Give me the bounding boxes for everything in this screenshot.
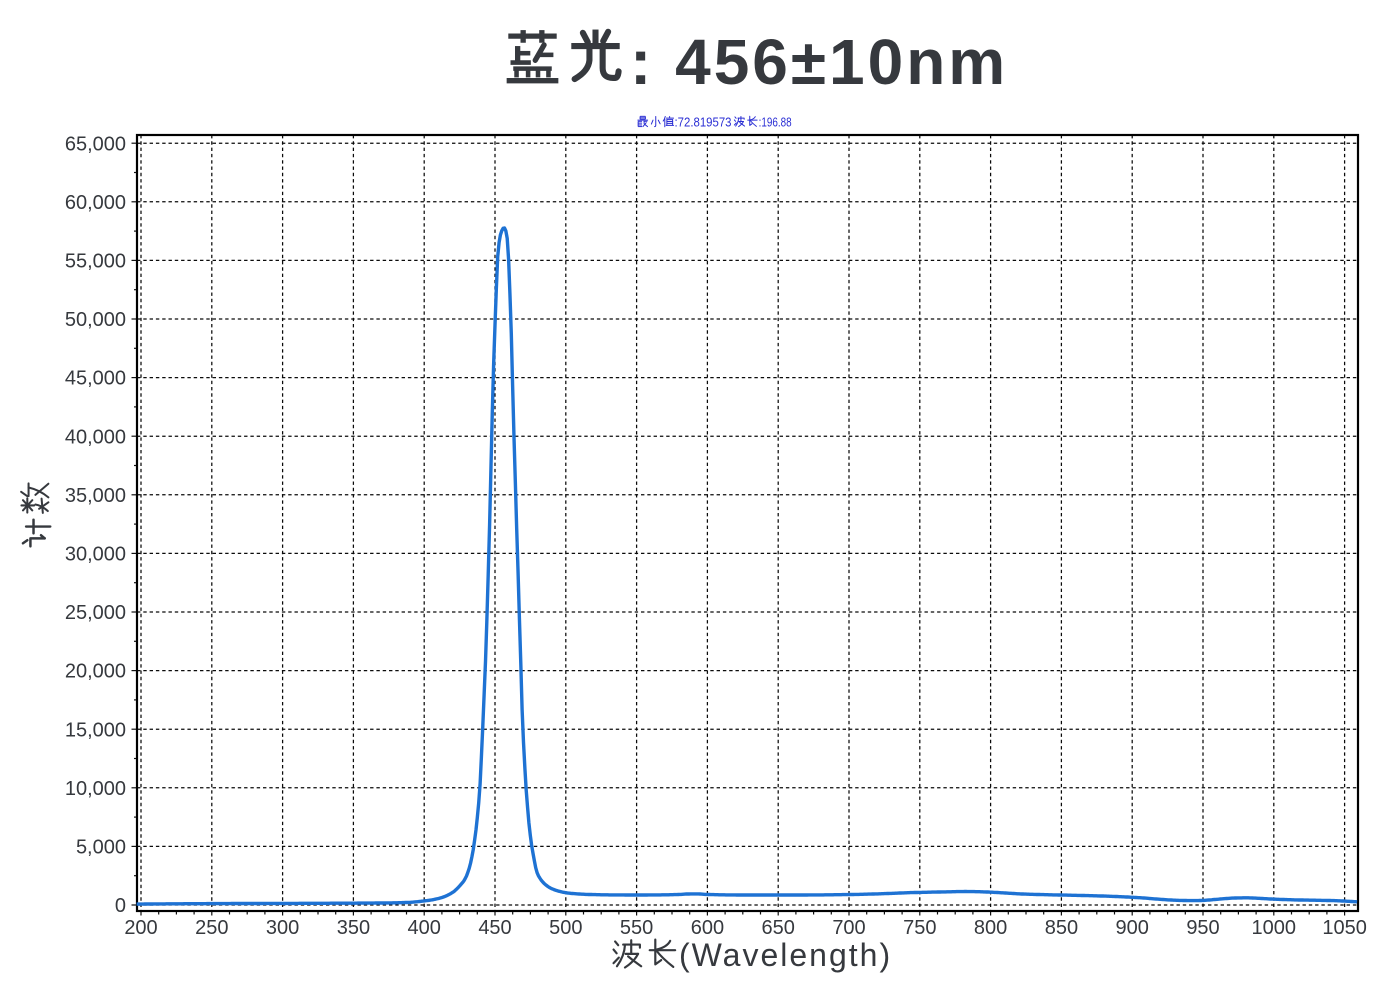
svg-text:850: 850: [1045, 917, 1078, 939]
svg-text:750: 750: [903, 917, 936, 939]
svg-text:(Wavelength): (Wavelength): [679, 937, 892, 973]
svg-text:900: 900: [1116, 917, 1149, 939]
svg-text:25,000: 25,000: [65, 602, 126, 624]
svg-text:200: 200: [124, 917, 157, 939]
svg-text:1050: 1050: [1322, 917, 1367, 939]
svg-text:350: 350: [337, 917, 370, 939]
svg-text:45,000: 45,000: [65, 368, 126, 390]
svg-text:60,000: 60,000: [65, 192, 126, 214]
svg-text:250: 250: [195, 917, 228, 939]
svg-text:950: 950: [1186, 917, 1219, 939]
svg-text:800: 800: [974, 917, 1007, 939]
svg-text:650: 650: [762, 917, 795, 939]
svg-text:700: 700: [832, 917, 865, 939]
svg-text:0: 0: [115, 895, 126, 917]
svg-text:65,000: 65,000: [65, 133, 126, 155]
svg-text::196.88: :196.88: [759, 116, 792, 130]
svg-text:30,000: 30,000: [65, 544, 126, 566]
svg-text:55,000: 55,000: [65, 251, 126, 273]
svg-text:400: 400: [408, 917, 441, 939]
svg-text:15,000: 15,000: [65, 719, 126, 741]
svg-text:600: 600: [691, 917, 724, 939]
svg-text:35,000: 35,000: [65, 485, 126, 507]
svg-text:550: 550: [620, 917, 653, 939]
svg-text:500: 500: [549, 917, 582, 939]
svg-text:450: 450: [478, 917, 511, 939]
svg-text:1000: 1000: [1252, 917, 1297, 939]
svg-text:10,000: 10,000: [65, 778, 126, 800]
svg-text:20,000: 20,000: [65, 661, 126, 683]
svg-text:5,000: 5,000: [76, 837, 126, 859]
svg-text:40,000: 40,000: [65, 426, 126, 448]
svg-text:300: 300: [266, 917, 299, 939]
svg-text::72.819573: :72.819573: [675, 116, 732, 130]
svg-text:50,000: 50,000: [65, 309, 126, 331]
svg-text:: 456±10nm: : 456±10nm: [630, 26, 1008, 98]
